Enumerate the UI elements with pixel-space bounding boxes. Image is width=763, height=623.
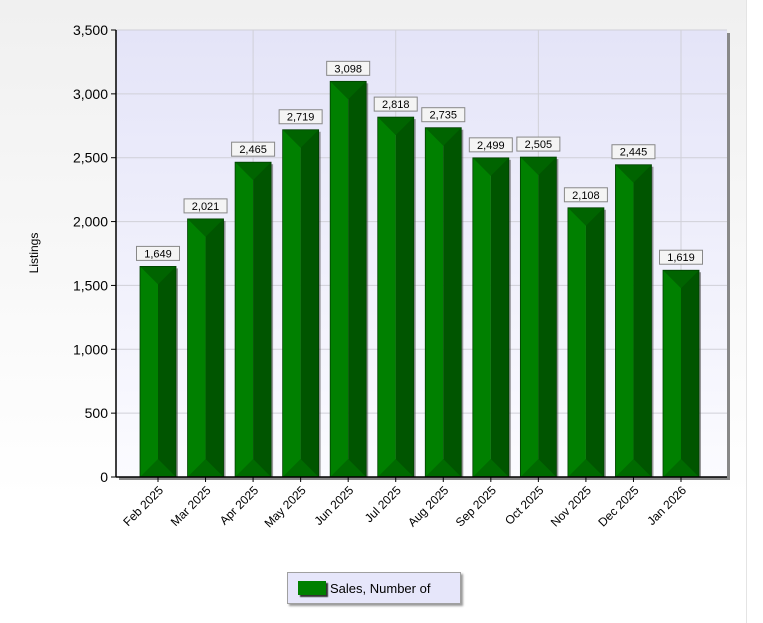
data-label-box [516, 136, 561, 152]
bar-left-face [663, 270, 681, 477]
bar-bottom-bevel [663, 459, 699, 477]
data-label-box [468, 137, 513, 153]
bar-left-face [187, 218, 206, 477]
bar-right-face [681, 270, 699, 477]
data-label: 3,098 [334, 63, 362, 75]
data-label: 1,619 [667, 252, 695, 264]
x-tick-label: Mar 2025 [168, 483, 214, 529]
y-tick-label: 2,500 [73, 150, 108, 166]
data-label: 2,021 [192, 201, 220, 213]
bar-top-bevel [330, 81, 367, 100]
bar-top-bevel [615, 164, 652, 183]
y-tick-label: 1,500 [73, 277, 108, 293]
bar-top-bevel [425, 127, 462, 146]
bar-right-face [585, 207, 604, 477]
bar-bottom-bevel [472, 459, 509, 477]
x-tick-label: May 2025 [262, 483, 309, 530]
bar-bottom-bevel [235, 459, 272, 477]
data-label: 2,505 [525, 139, 553, 151]
bar-top-bevel [520, 157, 557, 176]
bar-bottom-bevel [377, 459, 414, 477]
y-tick-label: 0 [100, 469, 108, 485]
data-label: 2,735 [430, 110, 458, 122]
bar-bottom-bevel [282, 459, 319, 477]
y-tick-label: 1,000 [73, 341, 108, 357]
y-tick-label: 3,500 [73, 22, 108, 38]
y-axis-label: Listings [27, 233, 41, 274]
bar-right-face [490, 157, 509, 478]
data-label: 1,649 [144, 248, 172, 260]
legend-swatch [298, 581, 326, 595]
bar-bottom-bevel [615, 459, 652, 477]
data-label: 2,818 [382, 99, 410, 111]
bar-left-face [425, 127, 444, 478]
x-tick-label: Apr 2025 [217, 483, 262, 528]
data-label-box [278, 109, 323, 125]
legend: Sales, Number of [287, 572, 461, 604]
x-tick-label: Feb 2025 [120, 483, 166, 529]
data-label-box [373, 96, 418, 112]
bar-left-face [140, 266, 158, 477]
bar-left-face [615, 164, 634, 477]
bar-bottom-bevel [187, 459, 224, 477]
bar-top-bevel [235, 162, 272, 181]
bar-left-face [282, 129, 301, 477]
bar-bottom-bevel [520, 459, 557, 477]
x-tick-label: Nov 2025 [548, 483, 594, 529]
legend-label: Sales, Number of [330, 580, 431, 596]
x-tick-label: Jun 2025 [311, 483, 356, 528]
y-tick-label: 500 [85, 405, 109, 421]
bar-top-bevel [282, 129, 319, 148]
bar-top-bevel [472, 157, 509, 176]
y-tick-label: 2,000 [73, 214, 108, 230]
data-label-box [231, 141, 276, 157]
bar-left-face [520, 157, 539, 477]
bar-top-bevel [187, 218, 224, 237]
data-label-box [611, 144, 656, 160]
x-tick-label: Oct 2025 [502, 483, 547, 528]
data-label-box [659, 249, 703, 265]
bar-right-face [348, 81, 367, 478]
bar-right-face [538, 157, 557, 477]
x-tick-label: Sep 2025 [453, 483, 499, 529]
data-label-box [326, 60, 371, 76]
bar-top-bevel [377, 117, 414, 136]
bar-left-face [235, 162, 254, 478]
bar-top-bevel [567, 207, 604, 226]
bar-top-bevel [140, 266, 176, 285]
data-label: 2,465 [239, 144, 267, 156]
bar-right-face [253, 162, 272, 478]
data-label: 2,108 [572, 190, 600, 202]
x-tick-label: Jul 2025 [362, 483, 404, 525]
data-label-box [136, 245, 180, 261]
bar-right-face [395, 117, 414, 478]
data-label-box [183, 198, 228, 214]
bar-right-face [205, 218, 224, 477]
bar-left-face [330, 81, 349, 478]
bar-bottom-bevel [425, 459, 462, 477]
data-label: 2,719 [287, 112, 315, 124]
bar-right-face [443, 127, 462, 478]
bar-left-face [377, 117, 396, 478]
data-label-box [563, 187, 608, 203]
x-tick-label: Jan 2026 [644, 483, 689, 528]
bar-bottom-bevel [567, 459, 604, 477]
data-label-box [421, 107, 466, 123]
bar-bottom-bevel [330, 459, 367, 477]
data-label: 2,499 [477, 140, 505, 152]
x-tick-label: Dec 2025 [595, 483, 641, 529]
bar-top-bevel [663, 270, 699, 289]
bar-left-face [567, 207, 586, 477]
window-edge [746, 0, 763, 623]
bar-right-face [158, 266, 176, 477]
y-tick-label: 3,000 [73, 86, 108, 102]
bar-left-face [472, 157, 491, 478]
data-label: 2,445 [620, 147, 648, 159]
bar-right-face [633, 164, 652, 477]
bar-bottom-bevel [140, 459, 176, 477]
x-tick-label: Aug 2025 [405, 483, 451, 529]
bar-right-face [300, 129, 319, 477]
